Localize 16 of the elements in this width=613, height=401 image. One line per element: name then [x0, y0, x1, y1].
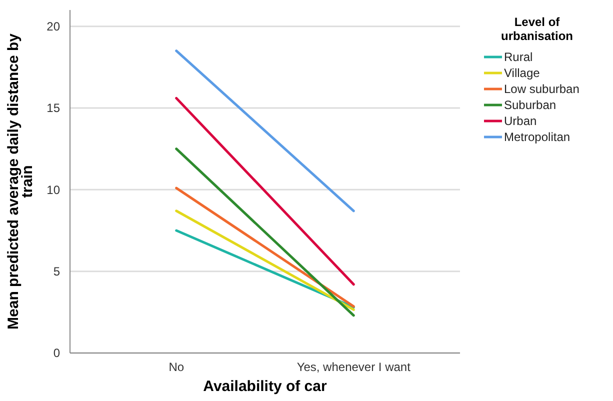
legend-label: Urban — [504, 114, 537, 128]
x-tick-label: No — [168, 360, 184, 374]
x-axis-title: Availability of car — [203, 378, 327, 395]
y-tick-label: 20 — [46, 20, 60, 34]
y-axis-title: Mean predicted average daily distance by train — [5, 32, 36, 330]
legend-title: Level of urbanisation — [500, 15, 574, 43]
y-tick-label: 0 — [53, 346, 60, 360]
y-tick-label: 5 — [53, 264, 60, 279]
legend-label: Metropolitan — [504, 130, 570, 144]
legend-label: Suburban — [504, 98, 556, 112]
x-tick-label: Yes, whenever I want — [296, 360, 412, 374]
y-tick-label: 10 — [46, 182, 60, 197]
legend-label: Rural — [504, 50, 533, 64]
y-tick-label: 15 — [46, 101, 60, 116]
legend-label: Village — [504, 66, 540, 80]
legend-label: Low suburban — [504, 82, 580, 96]
